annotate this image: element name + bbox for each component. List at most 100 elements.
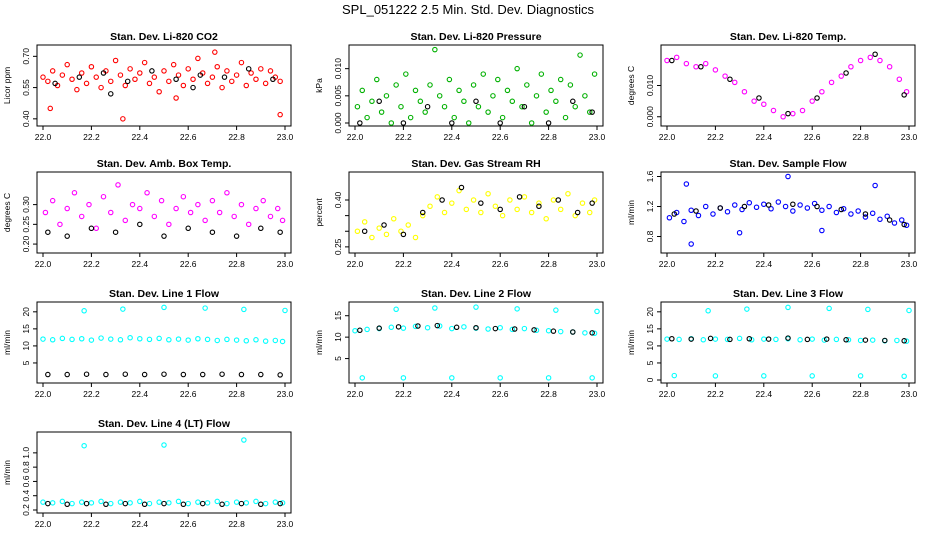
data-point: [533, 93, 540, 99]
data-point: [173, 95, 179, 101]
data-point: [117, 72, 124, 78]
y-axis-label: ml/min: [314, 330, 324, 355]
data-point: [197, 72, 204, 78]
data-point: [204, 500, 211, 506]
data-point: [886, 217, 893, 223]
data-point: [83, 80, 90, 87]
data-point: [862, 214, 869, 220]
data-point: [877, 216, 883, 223]
y-tick-label: 0.8: [645, 230, 655, 242]
plot-title: Stan. Dev. Li-820 Temp.: [730, 31, 846, 43]
data-point: [45, 500, 51, 507]
data-point: [64, 205, 70, 212]
data-point: [49, 500, 56, 506]
data-point: [245, 66, 252, 72]
data-point: [473, 304, 479, 310]
data-point: [485, 109, 491, 115]
data-point: [712, 67, 719, 73]
y-axis-label: ml/min: [2, 330, 12, 355]
data-point: [536, 203, 542, 210]
y-tick-label: 0.25: [333, 238, 343, 255]
data-point: [141, 371, 148, 378]
data-point: [857, 57, 864, 64]
data-point: [388, 324, 395, 331]
x-tick-label: 22.8: [228, 389, 245, 399]
data-point: [248, 70, 254, 76]
data-point: [753, 204, 760, 211]
data-point: [869, 337, 876, 343]
data-point: [357, 120, 363, 126]
data-point: [376, 98, 382, 105]
y-tick-label: 15: [645, 324, 655, 334]
data-point: [209, 197, 216, 204]
data-point: [872, 51, 878, 57]
data-point: [732, 79, 738, 86]
data-point: [137, 70, 143, 76]
data-point: [514, 206, 520, 213]
data-point: [81, 308, 87, 314]
plot-frame: [348, 301, 604, 384]
data-point: [400, 375, 407, 381]
x-tick-label: 22.6: [180, 519, 197, 529]
data-point: [202, 217, 208, 224]
data-point: [420, 212, 426, 219]
x-tick-label: 22.4: [132, 389, 149, 399]
data-point: [185, 337, 191, 343]
data-point: [71, 190, 78, 196]
data-point: [819, 89, 825, 95]
data-point: [78, 335, 85, 342]
x-tick-label: 22.2: [83, 259, 100, 269]
y-tick-label: 0.000: [333, 112, 343, 134]
data-point: [258, 66, 264, 72]
data-point: [724, 209, 731, 215]
data-point: [161, 304, 167, 311]
data-point: [190, 84, 196, 91]
data-point: [594, 308, 600, 315]
y-tick-label: 10: [21, 341, 31, 351]
data-point: [901, 373, 907, 379]
x-tick-label: 22.2: [707, 259, 724, 269]
data-point: [64, 233, 70, 239]
data-point: [804, 205, 811, 211]
data-point: [398, 103, 404, 110]
data-point: [395, 324, 402, 330]
data-point: [141, 501, 148, 508]
y-tick-label: 5: [21, 360, 31, 365]
data-point: [894, 337, 900, 344]
data-point: [369, 98, 375, 105]
data-point: [461, 98, 467, 105]
data-point: [187, 209, 194, 216]
page-title: SPL_051222 2.5 Min. Std. Dev. Diagnostic…: [342, 2, 594, 17]
x-tick-label: 22.0: [35, 389, 52, 399]
data-point: [202, 305, 208, 311]
data-point: [173, 76, 179, 83]
data-point: [865, 306, 871, 313]
data-point: [826, 203, 832, 210]
x-tick-label: 22.0: [659, 389, 676, 399]
data-point: [64, 371, 70, 378]
data-point: [843, 70, 849, 76]
data-point: [756, 95, 762, 101]
data-point: [45, 229, 51, 235]
data-point: [93, 74, 99, 80]
data-point: [884, 213, 890, 220]
data-point: [122, 217, 129, 224]
x-tick-label: 22.8: [540, 132, 557, 142]
data-point: [514, 306, 520, 312]
data-point: [137, 335, 143, 342]
data-point: [199, 371, 206, 378]
data-point: [74, 86, 80, 93]
x-tick-label: 23.0: [277, 132, 294, 142]
data-point: [415, 323, 421, 329]
data-point: [88, 225, 95, 232]
x-tick-label: 22.0: [35, 519, 52, 529]
data-point: [867, 54, 874, 61]
data-point: [214, 498, 220, 505]
data-point: [112, 229, 119, 235]
data-point: [214, 337, 220, 344]
data-point: [129, 201, 136, 208]
data-point: [364, 326, 370, 333]
data-point: [219, 84, 225, 91]
data-point: [727, 76, 733, 83]
data-point: [233, 72, 240, 78]
